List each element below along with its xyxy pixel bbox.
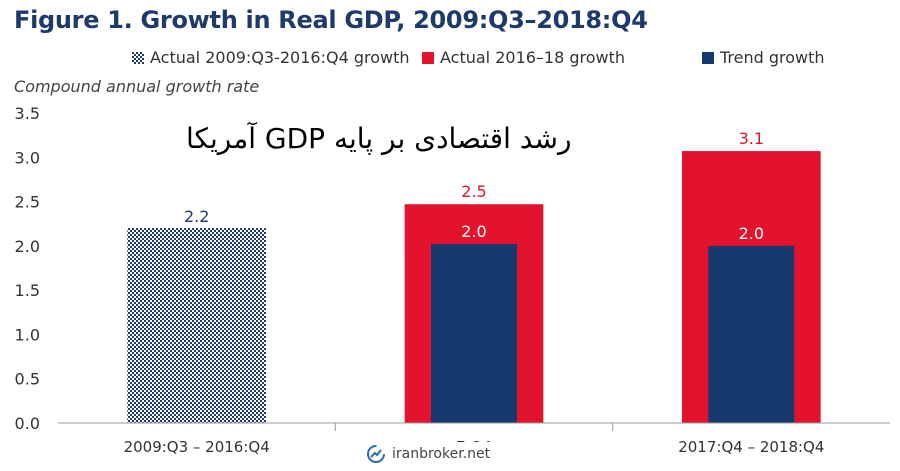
bar-trend: [708, 245, 795, 423]
y-tick-label: 0.0: [15, 414, 40, 433]
x-tick-label: 2009:Q3 – 2016:Q4: [124, 438, 270, 456]
legend-swatch-navy: [702, 51, 714, 64]
bar-trend: [431, 244, 517, 423]
overlay-caption: رشد اقتصادی بر پایه GDP آمریکا: [186, 122, 572, 155]
broker-logo-icon: [367, 445, 385, 463]
legend-label: Actual 2009:Q3-2016:Q4 growth: [150, 48, 410, 67]
data-label-actual-historical: 2.2: [184, 207, 209, 226]
legend: Actual 2009:Q3-2016:Q4 growth Actual 201…: [0, 48, 900, 72]
legend-item-actual-historical: Actual 2009:Q3-2016:Q4 growth: [132, 48, 410, 67]
bar-actual-historical: [127, 228, 266, 423]
watermark-text: iranbroker.net: [392, 446, 491, 462]
chart-title: Figure 1. Growth in Real GDP, 2009:Q3–20…: [14, 6, 648, 34]
y-tick-label: 2.0: [15, 237, 40, 256]
y-tick-label: 3.5: [15, 104, 40, 123]
y-tick-label: 1.5: [15, 281, 40, 300]
legend-swatch-red: [422, 51, 434, 64]
y-axis: 0.0 0.5 1.0 1.5 2.0 2.5 3.0 3.5: [15, 104, 40, 433]
y-axis-label: Compound annual growth rate: [14, 77, 260, 96]
legend-item-actual-recent: Actual 2016–18 growth: [422, 48, 625, 67]
y-tick-label: 3.0: [15, 148, 40, 167]
data-label-actual-recent: 2.5: [461, 182, 486, 201]
y-tick-label: 0.5: [15, 370, 40, 389]
x-tick-label: 2017:Q4 – 2018:Q4: [678, 438, 824, 456]
data-label-trend: 2.0: [461, 222, 486, 241]
legend-label: Trend growth: [720, 48, 825, 67]
legend-swatch-hatched: [132, 51, 144, 64]
y-tick-label: 1.0: [15, 325, 40, 344]
bars: [127, 151, 821, 424]
legend-label: Actual 2016–18 growth: [440, 48, 626, 67]
y-tick-label: 2.5: [15, 193, 40, 212]
legend-item-trend: Trend growth: [702, 48, 825, 67]
data-label-trend: 2.0: [739, 224, 764, 243]
watermark: iranbroker.net: [364, 442, 497, 466]
data-label-actual-recent: 3.1: [739, 129, 764, 148]
data-labels: 2.2 2.5 2.0 3.1 2.0: [184, 129, 764, 243]
